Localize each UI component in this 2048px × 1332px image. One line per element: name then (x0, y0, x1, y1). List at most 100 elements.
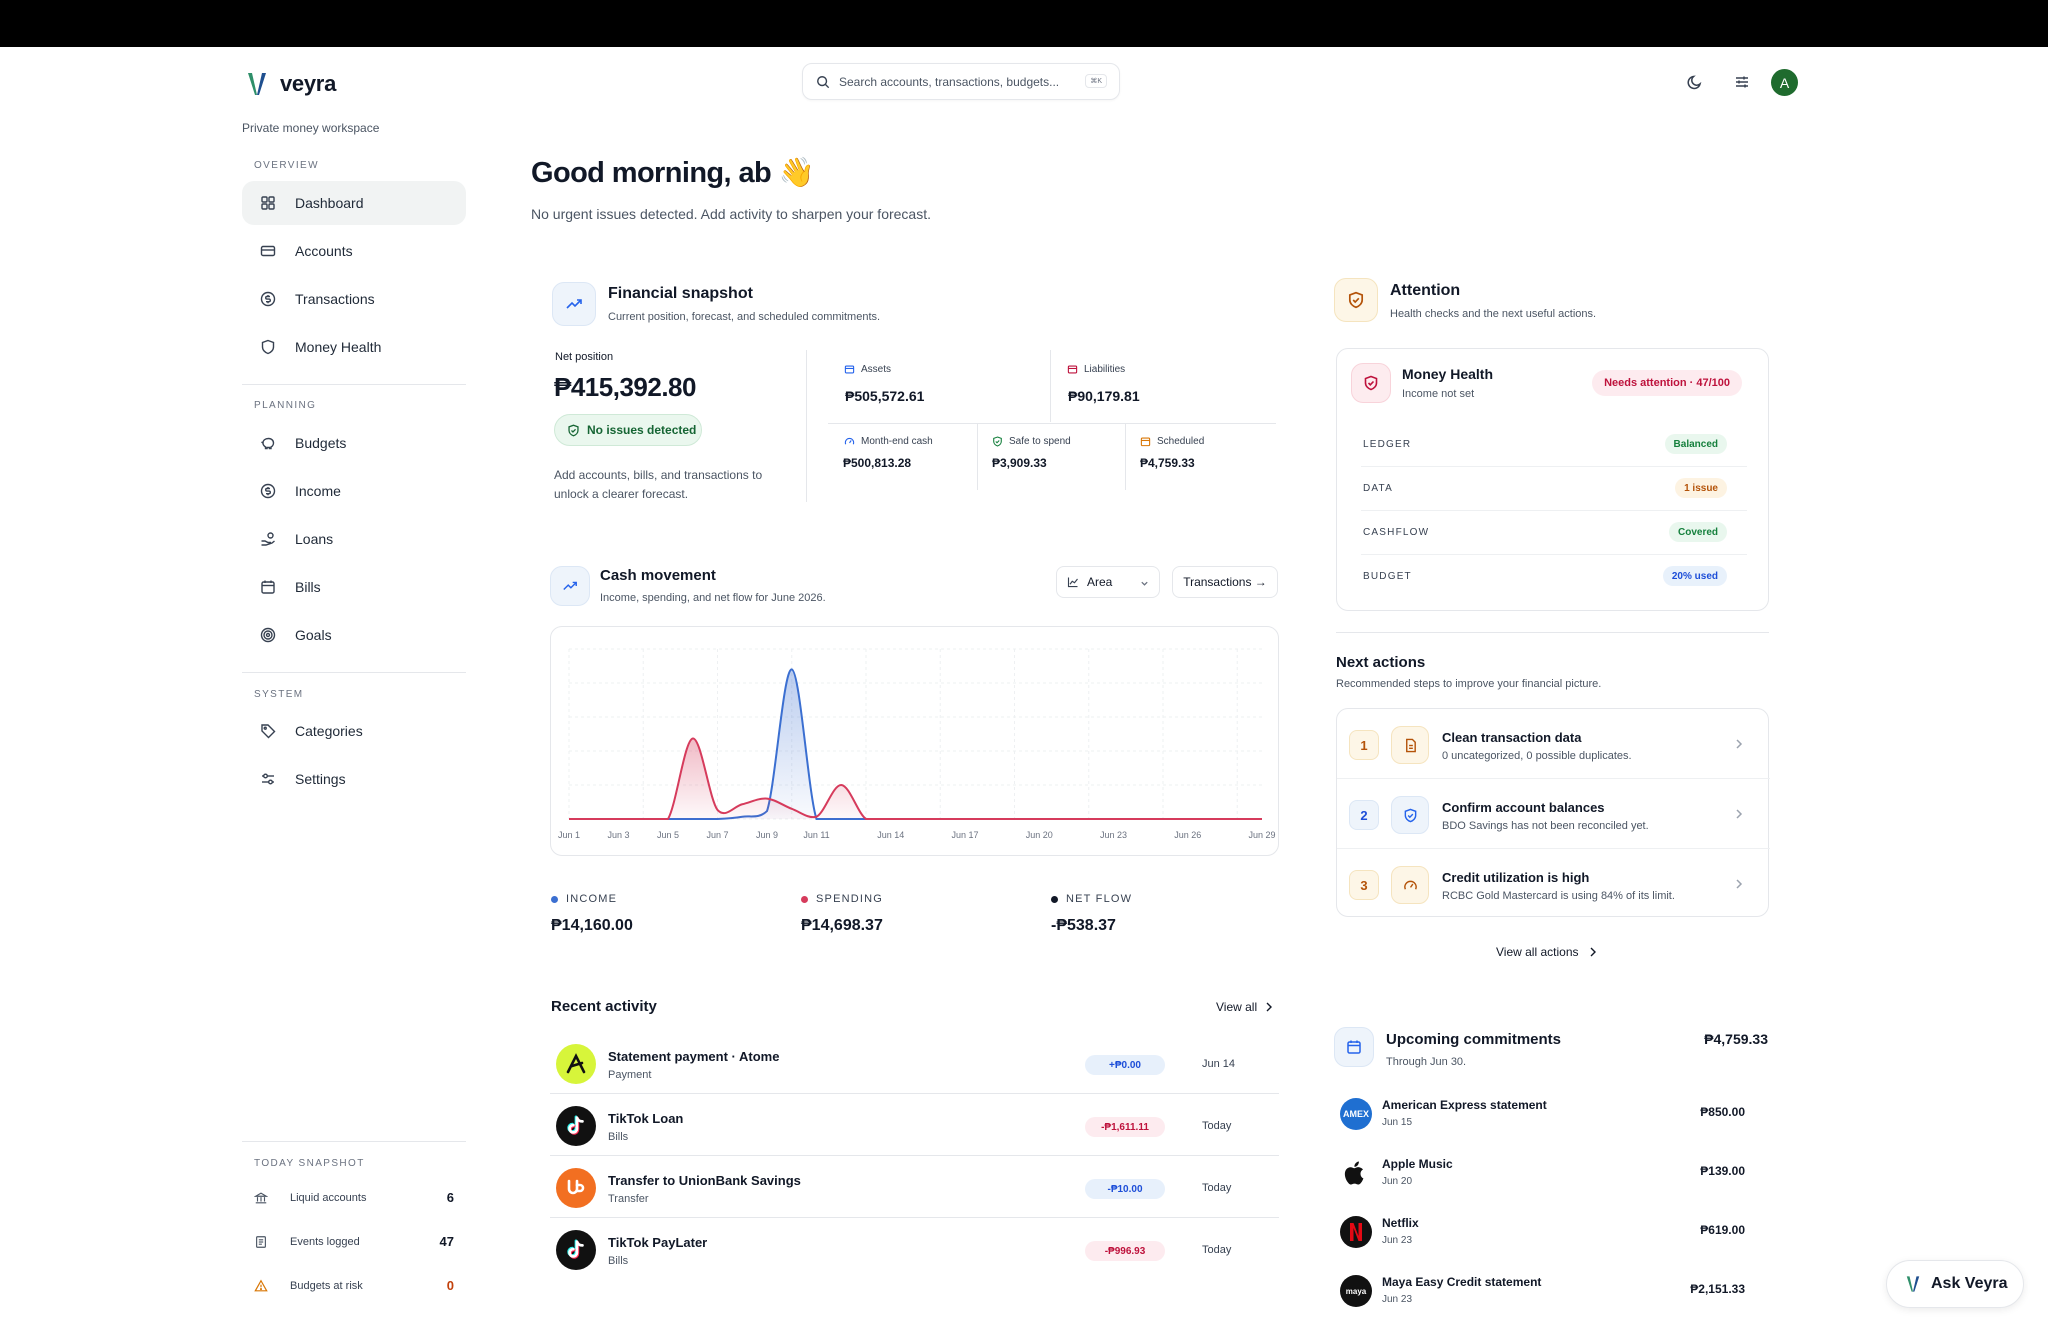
card-icon (260, 245, 276, 257)
x-tick-label: Jun 23 (1100, 830, 1127, 840)
action-item-confirm-balances[interactable]: 2 Confirm account balances BDO Savings h… (1337, 779, 1770, 849)
next-actions-subtitle: Recommended steps to improve your financ… (1336, 678, 1602, 690)
x-tick-label: Jun 17 (951, 830, 978, 840)
hand-coins-icon (261, 532, 275, 546)
cash-chart-svg: Jun 1 Jun 3 Jun 5 Jun 7 Jun 9 Jun 11 Jun 14 Jun… (558, 648, 1276, 840)
table-row[interactable]: TikTok Loan Bills -₱1,611.11 Today (550, 1094, 1279, 1156)
net-flow-total: -₱538.37 (1051, 917, 1116, 934)
snapshot-title: Financial snapshot (608, 285, 753, 302)
income-dot (551, 895, 558, 903)
view-all-actions-link[interactable]: View all actions (1496, 945, 1597, 959)
wallet-icon (844, 365, 855, 374)
x-tick-label: Jun 29 (1248, 830, 1275, 840)
sidebar-item-transactions[interactable]: Transactions (242, 277, 466, 321)
action-desc: RCBC Gold Mastercard is using 84% of its… (1442, 890, 1675, 902)
amex-logo-icon: AMEX (1340, 1098, 1372, 1130)
sidebar-item-loans[interactable]: Loans (242, 517, 466, 561)
unionbank-logo-icon (556, 1168, 596, 1208)
attention-icon-box (1334, 278, 1378, 322)
sidebar-item-income[interactable]: Income (242, 469, 466, 513)
chart-type-select[interactable]: Area (1056, 566, 1160, 598)
brand[interactable]: veyra (246, 71, 336, 97)
moon-icon[interactable] (1686, 73, 1704, 91)
sliders-icon[interactable] (1733, 73, 1751, 91)
action-title: Credit utilization is high (1442, 870, 1590, 885)
health-score-badge: Needs attention · 47/100 (1592, 370, 1742, 396)
net-position-label: Net position (555, 351, 614, 363)
shield-icon (261, 339, 275, 355)
action-item-clean-data[interactable]: 1 Clean transaction data 0 uncategorized… (1337, 709, 1770, 779)
commitment-name: Maya Easy Credit statement (1382, 1275, 1542, 1289)
page-title: Good morning, ab 👋 (531, 157, 815, 189)
income-line (568, 668, 1262, 821)
list-item[interactable]: maya Maya Easy Credit statement Jun 23 ₱… (1336, 1267, 1769, 1317)
action-number: 1 (1349, 730, 1379, 760)
transactions-button[interactable]: Transactions → (1172, 566, 1278, 598)
liabilities-label: Liabilities (1067, 364, 1125, 375)
month-end-cash-value: ₱500,813.28 (843, 456, 912, 470)
cash-chart: Jun 1 Jun 3 Jun 5 Jun 7 Jun 9 Jun 11 Jun 14 Jun… (550, 626, 1279, 856)
commitments-total: ₱4,759.33 (1704, 1031, 1768, 1047)
table-row[interactable]: Transfer to UnionBank Savings Transfer -… (550, 1156, 1279, 1218)
sidebar-item-settings[interactable]: Settings (242, 757, 466, 801)
action-item-credit-utilization[interactable]: 3 Credit utilization is high RCBC Gold M… (1337, 849, 1770, 919)
commitment-date: Jun 15 (1382, 1117, 1413, 1128)
chevron-right-icon (1736, 809, 1743, 819)
calendar-icon (1347, 1040, 1361, 1054)
activity-view-all[interactable]: View all (1216, 1000, 1273, 1014)
svg-text:maya: maya (1346, 1287, 1367, 1296)
activity-date: Jun 14 (1202, 1058, 1236, 1070)
shield-check-icon (1404, 808, 1416, 822)
scheduled-label: Scheduled (1140, 436, 1204, 447)
snapshot-divider (1125, 424, 1126, 490)
target-icon (260, 627, 276, 643)
sidebar-item-goals[interactable]: Goals (242, 613, 466, 657)
netflix-logo-icon (1340, 1216, 1372, 1248)
shield-check-icon (1348, 291, 1364, 309)
activity-amount: -₱10.00 (1085, 1179, 1165, 1199)
snapshot-value: 6 (446, 1190, 454, 1205)
list-item[interactable]: Netflix Jun 23 ₱619.00 (1336, 1208, 1769, 1258)
activity-amount: -₱996.93 (1085, 1241, 1165, 1261)
bank-icon (254, 1192, 268, 1204)
dollar-circle-icon (260, 483, 276, 499)
avatar[interactable]: A (1771, 69, 1798, 96)
snapshot-divider (977, 424, 978, 490)
scheduled-value: ₱4,759.33 (1140, 456, 1195, 470)
sidebar-item-categories[interactable]: Categories (242, 709, 466, 753)
chevron-right-icon (1736, 879, 1743, 889)
commitments-subtitle: Through Jun 30. (1386, 1056, 1467, 1068)
health-row-cashflow: CASHFLOW Covered (1361, 511, 1747, 555)
commitment-amount: ₱139.00 (1700, 1164, 1745, 1178)
activity-amount: +₱0.00 (1085, 1055, 1165, 1075)
status-badge: 1 issue (1675, 478, 1727, 498)
attention-divider (1336, 632, 1769, 633)
search-input[interactable] (839, 73, 1079, 91)
snapshot-divider (828, 423, 1276, 424)
sidebar-item-label: Transactions (295, 291, 375, 307)
search-bar[interactable]: ⌘K (802, 63, 1120, 100)
snapshot-liquid-accounts: Liquid accounts 6 (254, 1189, 466, 1209)
ask-veyra-button[interactable]: Ask Veyra (1886, 1260, 2024, 1308)
chevron-right-icon (1266, 1002, 1273, 1012)
list-item[interactable]: AMEX American Express statement Jun 15 ₱… (1336, 1090, 1769, 1140)
sidebar-item-dashboard[interactable]: Dashboard (242, 181, 466, 225)
action-desc: BDO Savings has not been reconciled yet. (1442, 820, 1649, 832)
action-title: Clean transaction data (1442, 730, 1582, 745)
sidebar-item-budgets[interactable]: Budgets (242, 421, 466, 465)
legend-spending: SPENDING (801, 893, 883, 905)
tiktok-logo-icon (556, 1106, 596, 1146)
table-row[interactable]: Statement payment · Atome Payment +₱0.00… (550, 1032, 1279, 1094)
activity-name: Transfer to UnionBank Savings (608, 1173, 801, 1188)
money-health-card: Money Health Income not set Needs attent… (1336, 348, 1769, 611)
snapshot-hint: Add accounts, bills, and transactions to… (554, 468, 763, 501)
net-position-value: ₱415,392.80 (554, 372, 696, 402)
sidebar-item-bills[interactable]: Bills (242, 565, 466, 609)
atome-logo-icon (556, 1044, 596, 1084)
list-item[interactable]: Apple Music Jun 20 ₱139.00 (1336, 1149, 1769, 1199)
table-row[interactable]: TikTok PayLater Bills -₱996.93 Today (550, 1218, 1279, 1280)
sidebar-item-accounts[interactable]: Accounts (242, 229, 466, 273)
commitment-amount: ₱2,151.33 (1690, 1282, 1745, 1296)
commitments-title: Upcoming commitments (1386, 1031, 1562, 1048)
sidebar-item-money-health[interactable]: Money Health (242, 325, 466, 369)
